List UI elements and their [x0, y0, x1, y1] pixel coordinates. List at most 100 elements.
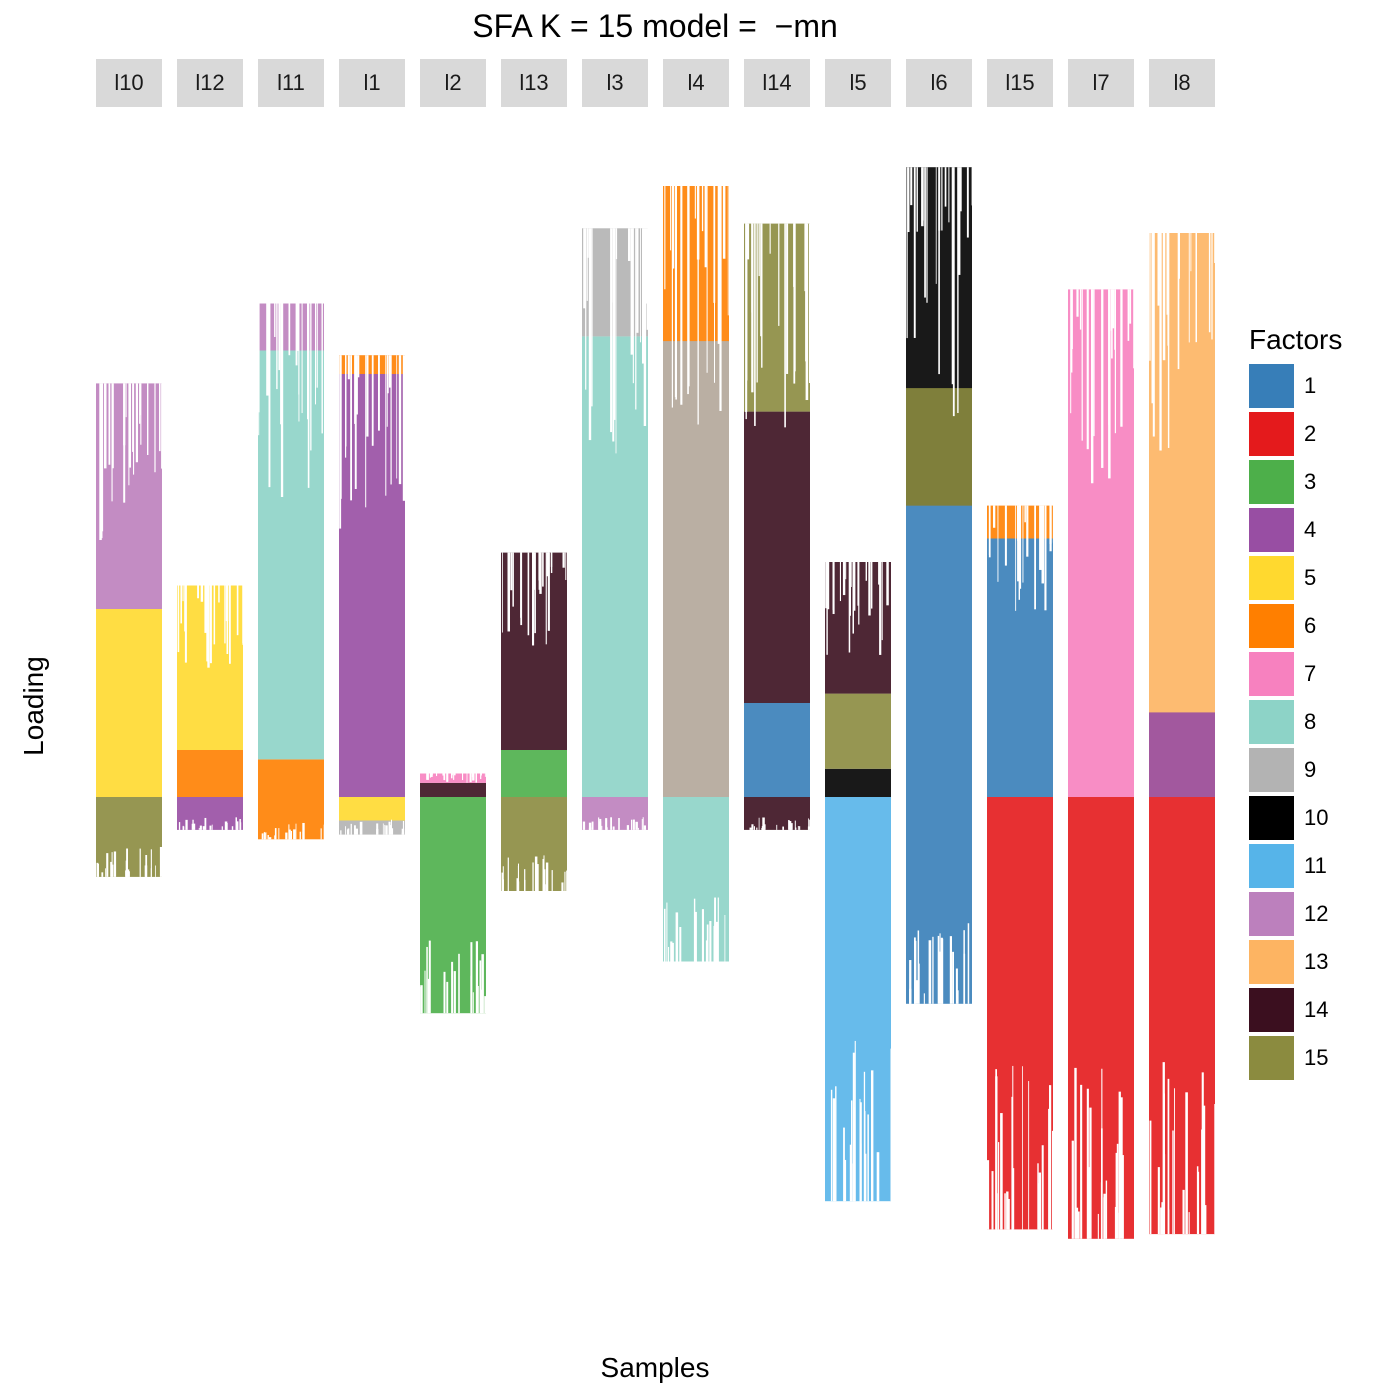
sample-gap: [198, 827, 200, 830]
sample-gap: [295, 303, 298, 366]
sample-gap: [761, 223, 763, 368]
legend-swatch: [1249, 988, 1294, 1032]
sample-gap: [952, 951, 954, 1004]
sample-gap: [202, 826, 205, 830]
sample-gap: [671, 186, 673, 408]
sample-gap: [1091, 289, 1094, 484]
sample-gap: [178, 822, 181, 830]
sample-gap: [159, 846, 163, 877]
sample-gap: [185, 819, 188, 830]
sample-gap: [401, 832, 404, 835]
sample-gap: [790, 823, 793, 830]
sample-gap: [184, 585, 187, 663]
sample-gap: [139, 383, 141, 424]
sample-gap: [258, 303, 260, 436]
sample-gap: [390, 355, 392, 485]
sample-gap: [1114, 289, 1116, 434]
sample-gap: [827, 562, 830, 610]
sample-gap: [1041, 505, 1044, 584]
factor-4-negative-segment: [177, 797, 243, 830]
legend-item-factor-6: 6: [1249, 602, 1342, 650]
sample-gap: [226, 585, 229, 654]
sample-gap: [794, 223, 796, 372]
legend-item-factor-14: 14: [1249, 986, 1342, 1034]
factor-6-positive-segment: [177, 750, 243, 797]
sample-gap: [701, 909, 704, 962]
sample-gap: [211, 824, 213, 830]
sample-gap: [939, 933, 941, 1004]
sample-gap: [1201, 1072, 1204, 1235]
panel-l6: [906, 167, 974, 1004]
sample-gap: [688, 186, 690, 387]
sample-gap: [462, 773, 464, 781]
sample-gap: [105, 868, 106, 877]
sample-gap: [859, 1143, 862, 1202]
sample-gap: [948, 167, 950, 223]
factor-15-positive-segment: [825, 693, 891, 769]
sample-gap: [1022, 505, 1024, 583]
sample-gap: [1004, 1193, 1006, 1230]
facet-strip-l13: l13: [501, 59, 567, 107]
sample-gap: [265, 832, 267, 840]
sample-gap: [389, 355, 391, 388]
sample-gap: [696, 186, 700, 260]
sample-gap: [96, 862, 99, 877]
sample-gap: [918, 963, 920, 1004]
sample-gap: [1086, 289, 1089, 450]
sample-gap: [937, 935, 940, 1004]
sample-gap: [957, 990, 959, 1004]
sample-gap: [722, 186, 726, 259]
sample-gap: [1070, 289, 1072, 414]
sample-gap: [140, 383, 142, 445]
sample-gap: [1012, 1065, 1014, 1230]
sample-gap: [147, 383, 149, 455]
sample-gap: [443, 971, 446, 1014]
sample-gap: [940, 937, 943, 1004]
legend-item-factor-1: 1: [1249, 362, 1342, 410]
plot-area: [96, 167, 1217, 1239]
sample-gap: [242, 585, 244, 645]
legend-label: 12: [1304, 901, 1329, 926]
sample-gap: [429, 773, 432, 778]
sample-gap: [101, 383, 103, 539]
panel-l13: [501, 552, 569, 891]
sample-gap: [997, 505, 999, 582]
sample-gap: [471, 773, 474, 777]
legend-item-factor-4: 4: [1249, 506, 1342, 554]
panel-l4: [663, 186, 729, 962]
sample-gap: [261, 833, 264, 840]
sample-gap: [586, 228, 589, 258]
sample-gap: [955, 968, 958, 1004]
sample-gap: [307, 303, 310, 488]
sample-gap: [867, 1114, 869, 1202]
sample-gap: [761, 828, 764, 830]
sample-gap: [914, 937, 916, 1004]
sample-gap: [564, 871, 566, 891]
sample-gap: [302, 831, 305, 840]
sample-gap: [971, 167, 974, 206]
sample-gap: [321, 303, 323, 434]
sample-gap: [480, 773, 482, 780]
factor-14-positive-segment: [420, 782, 486, 797]
sample-gap: [182, 825, 184, 830]
sample-gap: [458, 953, 460, 1014]
sample-gap: [296, 303, 299, 351]
sample-gap: [928, 940, 932, 1004]
sample-gap: [886, 562, 889, 606]
facet-strip-l1: l1: [339, 59, 405, 107]
sample-gap: [278, 303, 281, 371]
sample-gap: [1070, 289, 1073, 373]
sample-gap: [825, 562, 827, 609]
sample-gap: [323, 824, 326, 840]
sample-gap: [154, 383, 156, 473]
sample-gap: [534, 856, 538, 891]
facet-strip-l11: l11: [258, 59, 324, 107]
factor-15-positive-segment: [906, 388, 972, 506]
sample-gap: [666, 902, 668, 962]
sample-gap: [631, 819, 633, 830]
legend-item-factor-2: 2: [1249, 410, 1342, 458]
sample-gap: [376, 828, 379, 835]
sample-gap: [396, 355, 398, 479]
facet-strip-l5: l5: [825, 59, 891, 107]
sample-gap: [909, 960, 912, 1004]
